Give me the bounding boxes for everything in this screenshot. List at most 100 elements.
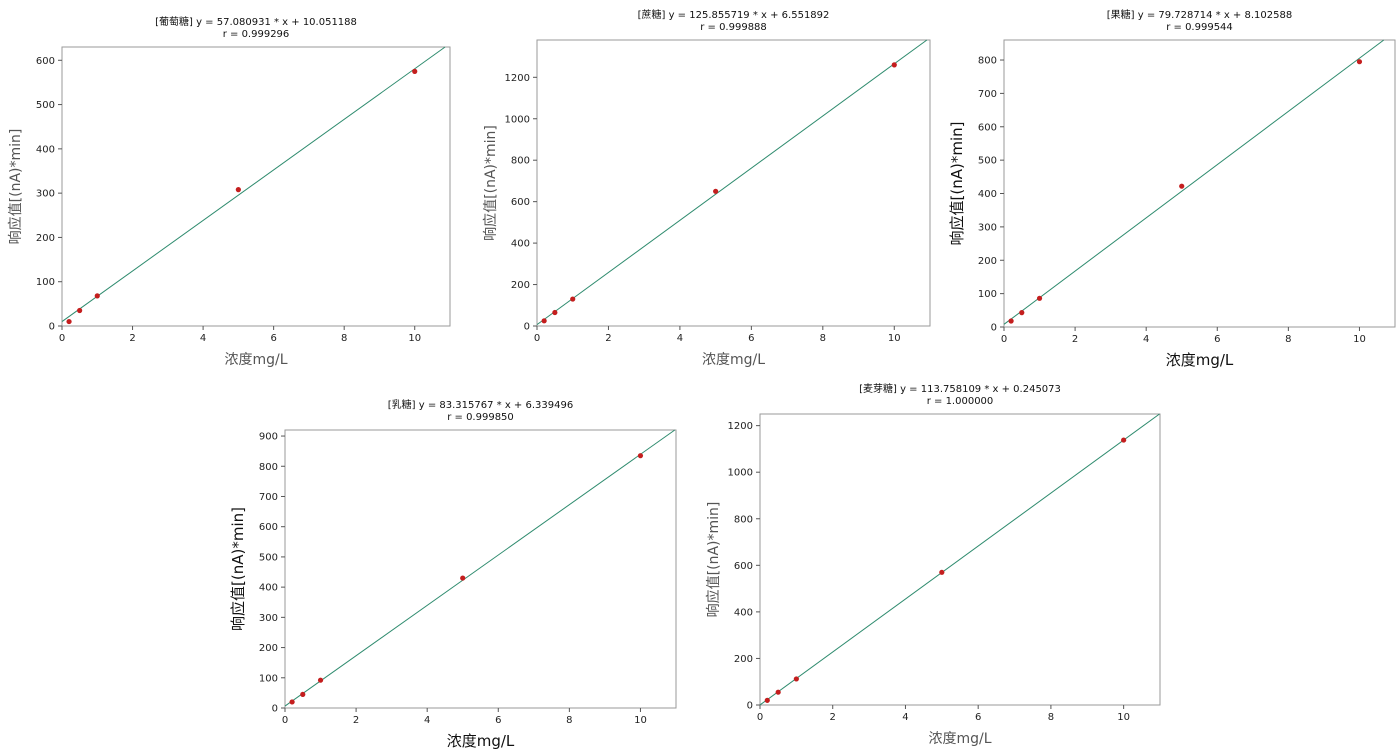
x-tick-label: 0 (1001, 334, 1007, 345)
y-axis-title: 响应值[(nA)*min] (948, 122, 966, 246)
y-tick-label: 900 (259, 432, 278, 443)
chart-title: [葡萄糖] y = 57.080931 * x + 10.051188 (155, 15, 357, 28)
y-tick-label: 1200 (505, 73, 530, 84)
y-tick-label: 800 (511, 156, 530, 167)
y-tick-label: 300 (36, 189, 55, 200)
data-point (1036, 295, 1043, 301)
chart-panel-glucose: [葡萄糖] y = 57.080931 * x + 10.051188 r = 0… (0, 0, 460, 375)
regression-line (536, 39, 928, 326)
x-tick-label: 4 (200, 333, 206, 344)
data-point (713, 188, 719, 194)
data-point (77, 307, 83, 314)
chart-subtitle: r = 0.999544 (1166, 22, 1233, 33)
plot-area (1003, 39, 1396, 328)
x-axis-title: 浓度mg/L (1166, 351, 1234, 369)
x-tick-label: 10 (408, 333, 421, 344)
data-point (460, 575, 466, 581)
chart-subtitle: r = 0.999850 (447, 412, 514, 423)
plot-area (284, 429, 677, 709)
y-tick-label: 500 (978, 156, 997, 167)
y-tick-label: 300 (259, 613, 278, 624)
y-tick-label: 700 (259, 492, 278, 503)
y-tick-label: 600 (978, 122, 997, 133)
y-tick-label: 100 (259, 673, 278, 684)
y-axis-title: 响应值[(nA)*min] (229, 507, 247, 631)
x-tick-label: 0 (534, 333, 540, 344)
y-tick-label: 400 (978, 189, 997, 200)
y-tick-label: 100 (36, 277, 55, 288)
y-axis-title: 响应值[(nA)*min] (7, 129, 24, 245)
y-tick-label: 1000 (505, 114, 530, 125)
x-tick-label: 6 (748, 333, 754, 344)
x-tick-label: 10 (634, 715, 647, 726)
y-axis-title: 响应值[(nA)*min] (705, 502, 722, 618)
data-point (1019, 310, 1025, 316)
chart-subtitle: r = 1.000000 (927, 396, 994, 407)
y-tick-label: 400 (511, 239, 530, 250)
plot-area (536, 39, 931, 327)
y-tick-label: 200 (36, 233, 55, 244)
regression-line (759, 413, 1160, 706)
data-point (775, 689, 781, 695)
data-point (317, 677, 324, 683)
chart-title: [麦芽糖] y = 113.758109 * x + 0.245073 (859, 382, 1061, 395)
y-tick-label: 600 (36, 56, 55, 67)
data-point (570, 296, 576, 302)
data-point (1008, 318, 1014, 324)
chart-title: [果糖] y = 79.728714 * x + 8.102588 (1107, 8, 1292, 21)
y-tick-label: 0 (272, 704, 278, 715)
x-axis-title: 浓度mg/L (447, 732, 515, 749)
x-tick-label: 8 (820, 333, 826, 344)
x-tick-label: 2 (353, 715, 359, 726)
x-tick-label: 2 (129, 333, 135, 344)
x-tick-label: 8 (341, 333, 347, 344)
regression-line (284, 429, 676, 707)
x-tick-label: 10 (888, 333, 901, 344)
chart-subtitle: r = 0.999296 (223, 29, 290, 40)
chart-title: [乳糖] y = 83.315767 * x + 6.339496 (388, 398, 573, 411)
data-point (1179, 183, 1185, 189)
y-tick-label: 500 (36, 100, 55, 111)
x-tick-label: 10 (1117, 712, 1130, 723)
data-point (289, 699, 295, 705)
data-point (412, 68, 418, 74)
y-tick-label: 200 (734, 654, 753, 665)
x-axis-title: 浓度mg/L (702, 352, 765, 368)
y-tick-label: 800 (734, 514, 753, 525)
x-tick-label: 8 (1285, 334, 1291, 345)
y-tick-label: 100 (978, 289, 997, 300)
x-tick-label: 0 (757, 712, 763, 723)
chart-panel-maltose: [麦芽糖] y = 113.758109 * x + 0.245073 r = 1… (700, 380, 1165, 749)
data-point (1356, 59, 1363, 65)
y-tick-label: 600 (259, 522, 278, 533)
y-tick-label: 0 (991, 323, 997, 334)
y-tick-label: 400 (36, 144, 55, 155)
x-axis-title: 浓度mg/L (928, 731, 991, 747)
x-tick-label: 0 (59, 333, 65, 344)
x-tick-label: 6 (1214, 334, 1220, 345)
y-tick-label: 400 (734, 607, 753, 618)
y-tick-label: 1200 (728, 421, 753, 432)
x-tick-label: 6 (975, 712, 981, 723)
y-tick-label: 600 (734, 561, 753, 572)
x-tick-label: 2 (605, 333, 611, 344)
regression-line (61, 46, 446, 322)
x-tick-label: 0 (282, 715, 288, 726)
y-tick-label: 200 (259, 643, 278, 654)
y-tick-label: 200 (978, 256, 997, 267)
y-tick-label: 800 (259, 462, 278, 473)
x-tick-label: 6 (495, 715, 501, 726)
x-tick-label: 6 (270, 333, 276, 344)
data-point (300, 691, 306, 698)
data-point (637, 453, 644, 459)
y-tick-label: 800 (978, 56, 997, 67)
data-point (94, 293, 100, 299)
plot-area (61, 46, 451, 327)
data-point (891, 62, 897, 68)
data-point (235, 187, 241, 193)
data-point (939, 569, 945, 575)
data-point (66, 318, 72, 325)
